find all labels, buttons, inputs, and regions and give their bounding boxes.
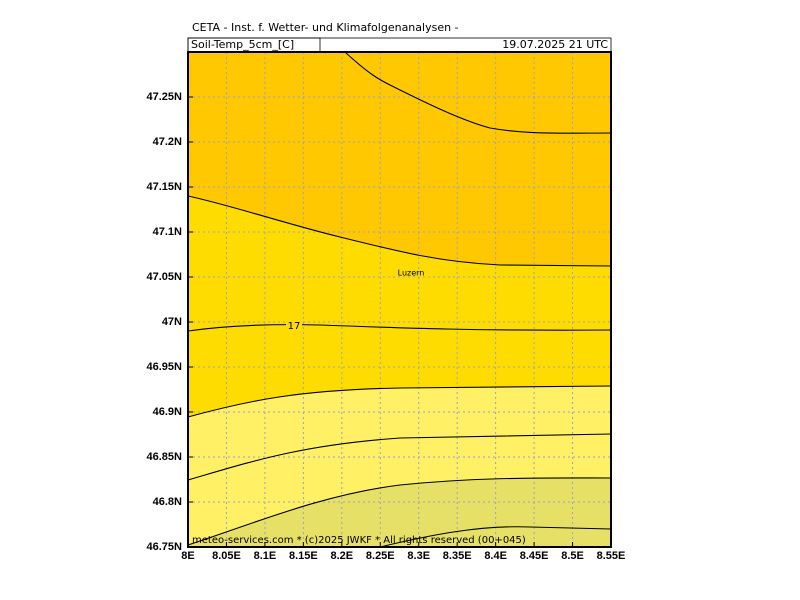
x-tick-label: 8.1E: [254, 550, 277, 562]
x-tick-label: 8.55E: [597, 550, 626, 562]
y-tick-label: 47.15N: [147, 181, 183, 193]
x-tick-label: 8.5E: [561, 550, 584, 562]
contour-label: 17: [288, 321, 301, 332]
contour-label-bg: [286, 319, 302, 331]
isoline: [187, 324, 612, 332]
x-tick-label: 8.05E: [212, 550, 241, 562]
x-tick-label: 8.25E: [366, 550, 395, 562]
y-tick-label: 47N: [162, 316, 182, 328]
y-tick-label: 47.05N: [147, 271, 183, 283]
x-tick-label: 8.45E: [520, 550, 549, 562]
isoline: [344, 51, 612, 134]
x-tick-label: 8.15E: [289, 550, 318, 562]
isoline: [187, 195, 612, 267]
y-tick-label: 47.1N: [153, 226, 182, 238]
isoline: [187, 477, 612, 546]
y-tick-label: 47.2N: [153, 136, 182, 148]
city-label: Luzern: [398, 269, 425, 278]
y-tick-label: 46.75N: [147, 541, 183, 553]
x-tick-label: 8E: [181, 550, 194, 562]
x-tick-label: 8.3E: [407, 550, 430, 562]
map-frame: [187, 51, 612, 548]
isoline: [379, 526, 612, 548]
y-tick-label: 47.25N: [147, 91, 183, 103]
y-tick-label: 46.95N: [147, 361, 183, 373]
copyright: meteo-services.com * (c)2025 JWKF * All …: [192, 535, 526, 546]
grid: [187, 52, 612, 548]
isoline: [187, 433, 612, 481]
x-tick-label: 8.4E: [484, 550, 507, 562]
variable-label: Soil-Temp_5cm_[C]: [191, 38, 294, 51]
band-olive: [188, 477, 611, 547]
y-tick-label: 46.85N: [147, 451, 183, 463]
map-plot: 17 Luzern meteo-services.com * (c)2025 J…: [187, 51, 612, 548]
y-tick-label: 46.8N: [153, 496, 182, 508]
header-title: CETA - Inst. f. Wetter- und Klimafolgena…: [192, 21, 459, 34]
isoline: [187, 385, 612, 418]
x-tick-label: 8.2E: [330, 550, 353, 562]
x-tick-label: 8.35E: [443, 550, 472, 562]
y-tick-label: 46.9N: [153, 406, 182, 418]
valid-time: 19.07.2025 21 UTC: [502, 38, 608, 51]
